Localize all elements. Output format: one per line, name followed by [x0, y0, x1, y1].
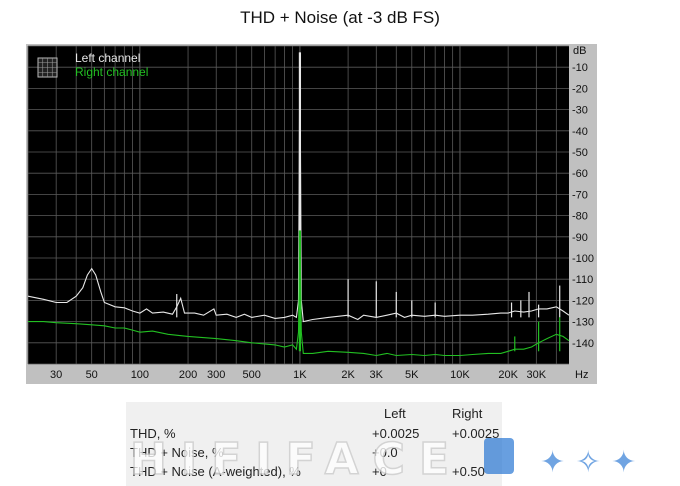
- series-line-right: [28, 230, 570, 357]
- x-tick-label: 30K: [527, 369, 547, 381]
- x-tick-label: 10K: [450, 369, 470, 381]
- x-tick-label: 20K: [498, 369, 518, 381]
- x-tick-label: 2K: [341, 369, 355, 381]
- x-tick-label: 100: [131, 369, 149, 381]
- stats-row-label: THD + Noise, %: [130, 445, 224, 460]
- legend-entry-right: Right channel: [75, 65, 148, 79]
- y-tick-label: -70: [572, 189, 588, 201]
- stats-left-value: +0.0025: [372, 426, 420, 441]
- y-tick-label: -90: [572, 232, 588, 244]
- y-tick-label: -100: [572, 253, 594, 265]
- x-tick-label: 200: [179, 369, 197, 381]
- x-tick-label: 30: [50, 369, 62, 381]
- series-line-left: [27, 52, 570, 323]
- stats-row-thd: THD, % +0.0025 +0.0025: [126, 426, 502, 444]
- x-tick-label: 5K: [405, 369, 419, 381]
- stats-header-left: Left: [384, 406, 406, 421]
- stats-left-value: +0: [372, 464, 387, 479]
- x-tick-label: 500: [243, 369, 261, 381]
- stats-row-label: THD, %: [130, 426, 176, 441]
- stats-table: Left Right THD, % +0.0025 +0.0025 THD + …: [126, 402, 502, 486]
- y-tick-label: -130: [572, 317, 594, 329]
- y-tick-label: -50: [572, 147, 588, 159]
- chart-plot: 30 50 100 200 300 500 1K 2K 3K 5K 10K 20K 30K Hz dB -10…: [27, 45, 594, 381]
- y-tick-label: -10: [572, 62, 588, 74]
- x-tick-label: 50: [86, 369, 98, 381]
- x-tick-label: 300: [207, 369, 225, 381]
- y-tick-label: -110: [572, 274, 593, 286]
- y-tick-label: -20: [572, 83, 588, 95]
- chart-title: THD + Noise (at -3 dB FS): [240, 8, 440, 27]
- y-tick-label: -60: [572, 168, 588, 180]
- y-tick-label: -80: [572, 211, 588, 223]
- stats-row-thdn-a: THD + Noise (A-weighted), % +0 +0.50: [126, 464, 502, 482]
- stats-right-value: +0.0025: [452, 426, 500, 441]
- y-tick-label: -140: [572, 338, 594, 350]
- y-tick-label: -40: [572, 126, 588, 138]
- y-unit-label: dB: [573, 45, 586, 57]
- x-tick-label: 1K: [293, 369, 307, 381]
- stats-right-value: +0.50: [452, 464, 485, 479]
- y-tick-label: -30: [572, 105, 588, 117]
- stats-left-value: +0.0: [372, 445, 398, 460]
- svg-text:✦ ✧ ✦: ✦ ✧ ✦: [540, 445, 636, 480]
- y-tick-label: -120: [572, 295, 594, 307]
- x-unit-label: Hz: [575, 369, 588, 381]
- stats-row-thdn: THD + Noise, % +0.0: [126, 445, 502, 463]
- legend-entry-left: Left channel: [75, 51, 140, 65]
- stats-row-label: THD + Noise (A-weighted), %: [130, 464, 301, 479]
- stats-header-right: Right: [452, 406, 483, 421]
- x-tick-label: 3K: [370, 369, 384, 381]
